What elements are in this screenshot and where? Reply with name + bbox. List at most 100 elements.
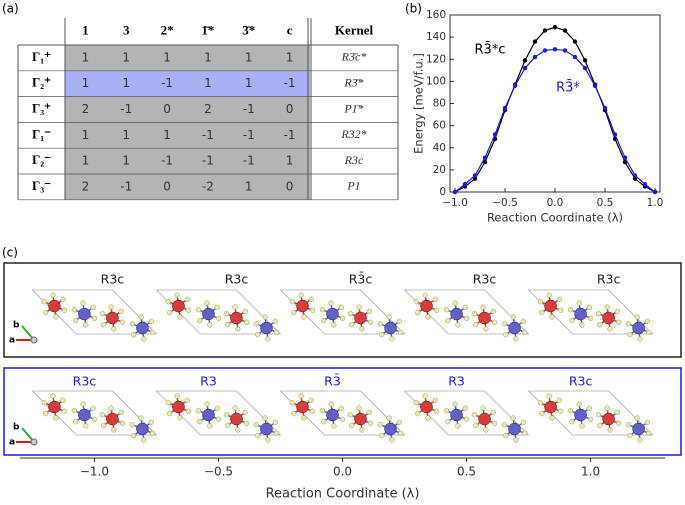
ligand-atom <box>627 331 633 338</box>
ligand-atom <box>338 405 344 412</box>
series-line <box>454 48 656 193</box>
ligand-atom <box>223 311 229 317</box>
ligand-atom <box>141 437 147 443</box>
x-tick-label: 0.0 <box>333 465 352 479</box>
ligand-atom <box>197 317 203 324</box>
ligand-atom <box>492 420 498 426</box>
data-point <box>522 65 528 71</box>
ligand-atom <box>83 322 89 328</box>
ligand-atom <box>41 400 47 406</box>
structure-label: R3c <box>101 272 125 287</box>
structure-label: R3c <box>473 272 497 287</box>
ligand-atom <box>637 437 643 443</box>
ligand-atom <box>595 412 602 418</box>
ligand-atom <box>347 311 354 317</box>
table-cell: -1 <box>243 154 255 168</box>
metal-atom <box>48 400 61 414</box>
ligand-atom <box>91 416 98 422</box>
data-point <box>632 176 638 181</box>
data-point <box>532 54 538 60</box>
ligand-atom <box>483 427 489 433</box>
y-tick-label: 80 <box>433 98 446 110</box>
ligand-atom <box>291 410 297 417</box>
ligand-atom <box>130 432 137 439</box>
ligand-atom <box>462 405 468 412</box>
ligand-atom <box>443 307 450 313</box>
ligand-atom <box>397 430 404 436</box>
ligand-atom <box>366 308 372 315</box>
table-cell: -1 <box>284 128 296 142</box>
ligand-atom <box>480 304 486 310</box>
ligand-atom <box>625 422 632 428</box>
table-cell: -1 <box>284 76 296 90</box>
data-point <box>592 83 598 89</box>
ligand-atom <box>356 405 362 411</box>
ligand-atom <box>90 304 96 311</box>
metal-atom <box>230 311 243 325</box>
metal-atom <box>260 321 273 335</box>
table-cell: -2 <box>202 179 214 193</box>
ligand-atom <box>389 437 395 443</box>
metal-atom <box>172 299 185 313</box>
data-point <box>642 182 648 187</box>
ligand-atom <box>262 415 268 421</box>
metal-atom <box>354 311 367 325</box>
metal-atom <box>106 412 119 426</box>
x-tick-label: −1.0 <box>80 465 109 479</box>
ligand-atom <box>510 314 516 320</box>
ligand-atom <box>71 307 77 313</box>
ligand-atom <box>289 299 296 305</box>
ligand-atom <box>141 336 147 342</box>
ligand-atom <box>549 415 555 421</box>
ligand-atom <box>492 319 498 325</box>
table-row-label: Γ₂⁺ <box>32 75 51 90</box>
ligand-atom <box>522 329 528 335</box>
ligand-atom <box>483 326 489 332</box>
ligand-atom <box>119 319 126 325</box>
y-tick-label: 20 <box>433 164 446 176</box>
lattice-label: a <box>9 438 15 448</box>
x-tick-label: 0.0 <box>547 197 564 209</box>
y-axis-label: Energy [meV/f.u.] <box>412 53 426 154</box>
ligand-atom <box>72 317 79 324</box>
ligand-atom <box>319 307 326 313</box>
table-cell: 1 <box>122 128 130 142</box>
metal-atom <box>48 299 61 313</box>
ligand-atom <box>397 329 404 335</box>
ligand-atom <box>138 314 144 320</box>
ligand-atom <box>556 397 563 404</box>
ligand-atom <box>118 308 124 315</box>
table-row-label: Γ₁⁻ <box>32 126 51 141</box>
ligand-atom <box>108 304 114 310</box>
ligand-atom <box>91 315 98 321</box>
x-axis-label: Reaction Coordinate (λ) <box>266 487 420 502</box>
ligand-atom <box>273 329 280 335</box>
data-point <box>552 24 558 30</box>
ligand-atom <box>235 427 241 433</box>
ligand-atom <box>445 418 451 425</box>
ligand-atom <box>389 336 395 342</box>
table-cell: 1 <box>245 179 253 193</box>
panel-label: (a) <box>2 2 19 16</box>
ligand-atom <box>339 416 346 422</box>
ligand-atom <box>422 292 428 298</box>
structure-label: R3c <box>225 272 249 287</box>
ligand-atom <box>309 408 316 414</box>
ligand-atom <box>298 393 304 399</box>
ligand-atom <box>42 410 49 417</box>
ligand-atom <box>379 432 385 439</box>
ligand-atom <box>309 307 316 313</box>
table-cell: 1 <box>245 50 253 64</box>
unit-cell <box>527 390 654 436</box>
ligand-atom <box>99 311 105 317</box>
data-point <box>542 48 548 53</box>
ligand-atom <box>71 408 77 414</box>
metal-atom <box>478 412 491 426</box>
ligand-atom <box>586 405 593 412</box>
ligand-atom <box>214 304 220 311</box>
ligand-atom <box>377 321 384 327</box>
ligand-atom <box>586 304 593 311</box>
ligand-atom <box>386 314 392 320</box>
data-point <box>572 39 578 44</box>
x-tick-label: 1.0 <box>647 197 664 209</box>
